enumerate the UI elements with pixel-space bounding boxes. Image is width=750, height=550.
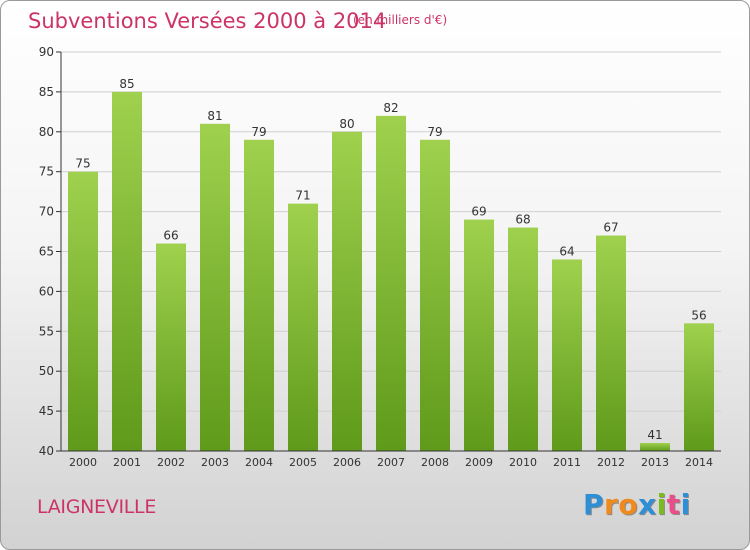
bar-2002 — [156, 243, 186, 451]
bar-2007 — [376, 115, 406, 451]
y-tick-label: 70 — [39, 205, 54, 219]
x-tick-label: 2002 — [157, 456, 185, 469]
y-tick-label: 90 — [39, 45, 54, 59]
logo-letter: o — [618, 488, 639, 521]
data-label-2006: 80 — [339, 117, 354, 131]
bar-2014 — [684, 323, 714, 451]
y-tick-label: 75 — [39, 165, 54, 179]
data-label-2012: 67 — [603, 221, 618, 235]
bar-2013 — [640, 443, 670, 451]
axes — [60, 52, 721, 452]
x-tick-label: 2009 — [465, 456, 493, 469]
bar-2010 — [508, 227, 538, 451]
x-tick-label: 2000 — [69, 456, 97, 469]
x-tick-label: 2007 — [377, 456, 405, 469]
y-tick-label: 60 — [39, 284, 54, 298]
y-tick-label: 45 — [39, 404, 54, 418]
x-tick-label: 2013 — [641, 456, 669, 469]
bar-2008 — [420, 139, 450, 451]
logo-letter: r — [604, 488, 619, 521]
y-axis-ticks: 40 45 50 55 60 65 70 75 80 85 90 — [39, 45, 61, 458]
bar-2000 — [68, 171, 98, 451]
x-tick-label: 2008 — [421, 456, 449, 469]
bar-2012 — [596, 235, 626, 451]
bar-2011 — [552, 259, 582, 451]
data-label-2014: 56 — [691, 308, 706, 322]
bar-2005 — [288, 203, 318, 451]
bar-2001 — [112, 91, 142, 452]
proxiti-logo: Proxiti — [583, 488, 691, 521]
logo-letter: t — [666, 488, 681, 521]
chart-subtitle: (en milliers d'€) — [353, 13, 448, 27]
data-label-2007: 82 — [383, 101, 398, 115]
data-label-2001: 85 — [119, 77, 134, 91]
y-tick-label: 55 — [39, 324, 54, 338]
logo-letter: P — [583, 488, 605, 521]
x-tick-label: 2012 — [597, 456, 625, 469]
chart-title: Subventions Versées 2000 à 2014 — [28, 9, 387, 33]
data-labels: 75 85 66 81 79 71 80 82 79 69 68 64 67 41 56 — [75, 77, 706, 442]
logo-letter: x — [638, 488, 657, 521]
data-label-2010: 68 — [515, 213, 530, 227]
data-label-2013: 41 — [647, 428, 662, 442]
y-tick-label: 85 — [39, 85, 54, 99]
data-label-2009: 69 — [471, 205, 486, 219]
y-tick-label: 50 — [39, 364, 54, 378]
y-tick-label: 65 — [39, 245, 54, 259]
x-tick-label: 2003 — [201, 456, 229, 469]
x-tick-label: 2004 — [245, 456, 273, 469]
data-label-2000: 75 — [75, 157, 90, 171]
data-label-2011: 64 — [559, 244, 574, 258]
data-label-2004: 79 — [251, 125, 266, 139]
bar-2004 — [244, 139, 274, 451]
x-tick-label: 2010 — [509, 456, 537, 469]
data-label-2003: 81 — [207, 109, 222, 123]
y-tick-label: 80 — [39, 125, 54, 139]
x-tick-label: 2006 — [333, 456, 361, 469]
data-label-2002: 66 — [163, 229, 178, 243]
logo-letter: i — [680, 488, 691, 521]
x-tick-label: 2014 — [685, 456, 713, 469]
logo-letter: i — [656, 488, 667, 521]
y-tick-label: 40 — [39, 444, 54, 458]
bars — [68, 91, 714, 452]
bar-2003 — [200, 123, 230, 451]
x-tick-label: 2001 — [113, 456, 141, 469]
x-tick-label: 2005 — [289, 456, 317, 469]
data-label-2008: 79 — [427, 125, 442, 139]
x-axis-ticks: 2000 2001 2002 2003 2004 2005 2006 2007 2008 2009… — [69, 456, 713, 469]
commune-name: LAIGNEVILLE — [37, 496, 157, 518]
x-tick-label: 2011 — [553, 456, 581, 469]
bar-2009 — [464, 219, 494, 451]
data-label-2005: 71 — [295, 189, 310, 203]
bar-2006 — [332, 131, 362, 452]
